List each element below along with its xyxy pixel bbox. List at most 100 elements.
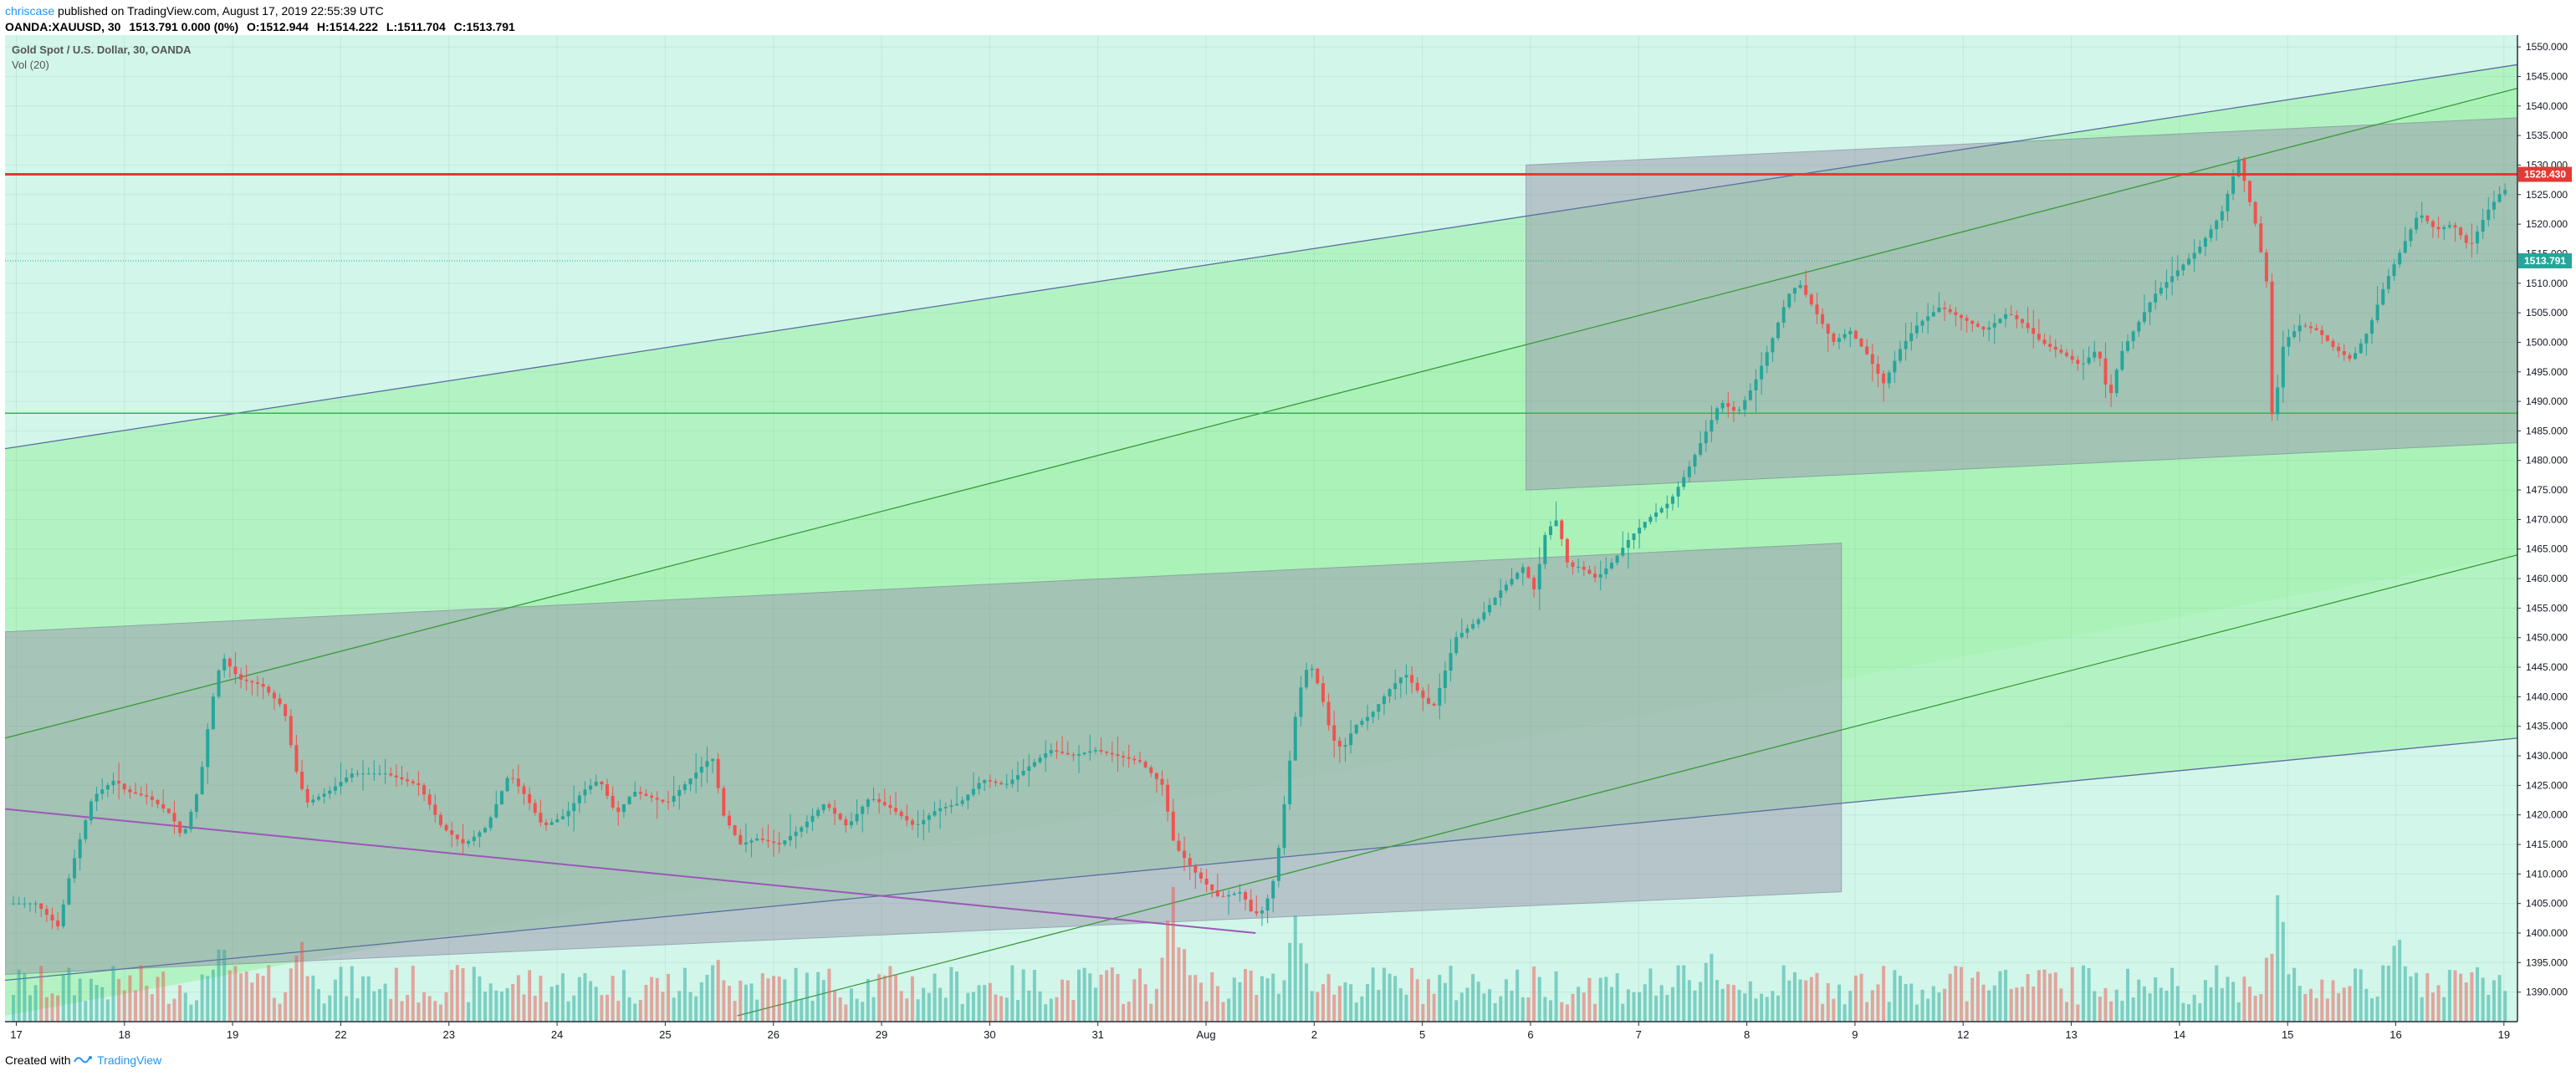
- candle-up: [1893, 360, 1897, 373]
- volume-bar: [478, 976, 482, 1022]
- volume-bar: [816, 971, 820, 1022]
- volume-bar: [960, 1003, 964, 1022]
- candle-down: [2430, 221, 2435, 227]
- volume-bar: [1521, 997, 1525, 1022]
- candle-up: [1693, 455, 1697, 467]
- candle-down: [2264, 252, 2268, 282]
- volume-bar: [450, 969, 454, 1022]
- volume-bar: [2442, 997, 2446, 1022]
- candle-down: [1204, 878, 1209, 885]
- candle-down: [1731, 406, 1735, 411]
- volume-bar: [1066, 980, 1070, 1022]
- chart-area[interactable]: 1550.000 1545.000 1540.000 1535.000 1530.000…: [4, 35, 2576, 1068]
- candle-up: [800, 827, 804, 832]
- candle-down: [145, 795, 149, 797]
- candle-down: [2009, 314, 2013, 316]
- candle-up: [2120, 350, 2124, 370]
- volume-bar: [2308, 988, 2313, 1022]
- volume-bar: [555, 984, 560, 1022]
- candle-down: [833, 808, 837, 814]
- volume-bar: [560, 973, 565, 1022]
- volume-bar: [1865, 1002, 1869, 1022]
- volume-bar: [1537, 977, 1541, 1022]
- candle-up: [2220, 211, 2224, 221]
- candle-up: [2203, 237, 2207, 247]
- volume-bar: [1404, 994, 1408, 1022]
- volume-bar: [1760, 993, 1764, 1022]
- volume-bar: [2331, 980, 2335, 1022]
- candle-up: [2297, 325, 2302, 332]
- volume-bar: [61, 973, 65, 1022]
- volume-bar: [2098, 997, 2102, 1022]
- volume-bar: [1959, 966, 1963, 1022]
- time-axis-background[interactable]: [5, 1022, 2517, 1047]
- volume-bar: [227, 970, 232, 1022]
- candle-up: [1992, 323, 1996, 328]
- candle-down: [1821, 314, 1825, 324]
- volume-bar: [1781, 965, 1786, 1022]
- candle-down: [1532, 577, 1536, 589]
- volume-bar: [1771, 991, 1775, 1022]
- candle-up: [195, 794, 199, 812]
- volume-bar: [1743, 993, 1747, 1022]
- candle-up: [84, 820, 88, 839]
- volume-bar: [1160, 957, 1164, 1022]
- volume-bar: [1998, 971, 2002, 1022]
- candle-up: [1443, 671, 1447, 688]
- candle-down: [1210, 884, 1214, 890]
- candle-down: [1593, 574, 1597, 578]
- volume-bar: [1615, 973, 1619, 1022]
- price-chart[interactable]: 1550.0001545.0001540.0001535.0001530.000…: [4, 35, 2576, 1068]
- volume-bar: [89, 978, 93, 1022]
- candle-up: [1293, 716, 1297, 761]
- candle-down: [666, 801, 670, 803]
- volume-bar: [905, 998, 909, 1022]
- volume-bar: [966, 992, 970, 1022]
- price-tick-label: 1505.000: [2526, 307, 2568, 319]
- candle-up: [2442, 227, 2446, 230]
- candle-down: [2331, 340, 2335, 347]
- volume-bar: [544, 1002, 549, 1022]
- candle-down: [1432, 703, 1436, 706]
- volume-bar: [621, 970, 626, 1022]
- candle-down: [244, 679, 248, 681]
- volume-bar: [1748, 981, 1752, 1022]
- tradingview-brand[interactable]: TradingView: [97, 1053, 162, 1067]
- candle-down: [427, 794, 432, 805]
- volume-bar: [2297, 986, 2302, 1022]
- volume-bar: [1571, 993, 1575, 1022]
- candle-down: [1415, 682, 1419, 691]
- volume-bar: [1171, 886, 1175, 1022]
- candle-up: [1743, 400, 1747, 411]
- price-tick-label: 1405.000: [2526, 898, 2568, 910]
- candle-up: [1909, 333, 1914, 341]
- volume-bar: [73, 995, 77, 1022]
- volume-bar: [1815, 972, 1819, 1022]
- time-tick-label: 15: [2282, 1028, 2293, 1041]
- price-tick-label: 1470.000: [2526, 513, 2568, 525]
- volume-bar: [1654, 995, 1659, 1022]
- volume-bar: [827, 968, 831, 1022]
- price-axis-background[interactable]: [2517, 35, 2576, 1022]
- author-link[interactable]: chriscase: [5, 4, 55, 18]
- candle-up: [821, 803, 825, 810]
- candle-down: [1110, 752, 1114, 755]
- volume-bar: [1210, 971, 1214, 1022]
- candle-down: [2032, 328, 2036, 334]
- candle-up: [2004, 314, 2008, 319]
- publication-line: chriscase published on TradingView.com, …: [5, 3, 520, 19]
- volume-bar: [849, 988, 853, 1022]
- volume-bar: [511, 984, 515, 1022]
- volume-bar: [677, 991, 682, 1022]
- candle-up: [2181, 264, 2185, 271]
- volume-bar: [2042, 969, 2047, 1022]
- volume-bar: [566, 1001, 570, 1022]
- volume-bar: [1543, 997, 1547, 1022]
- candle-up: [560, 816, 565, 819]
- candle-down: [1726, 402, 1730, 407]
- volume-bar: [755, 999, 759, 1022]
- volume-bar: [2093, 991, 2097, 1022]
- volume-bar: [2137, 979, 2141, 1022]
- candle-up: [350, 773, 354, 778]
- candle-down: [2453, 225, 2457, 228]
